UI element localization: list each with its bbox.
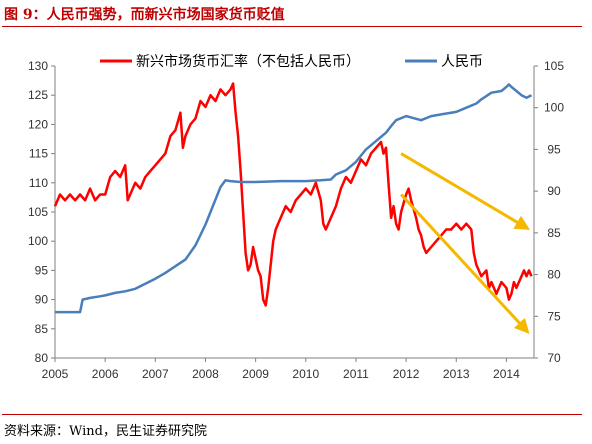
y-left-tick-label: 120: [28, 117, 48, 131]
x-tick-label: 2007: [142, 367, 169, 381]
series-line-emerging-fx: [53, 82, 533, 307]
x-tick-label: 2012: [393, 367, 420, 381]
y-left-tick-label: 130: [28, 59, 48, 73]
y-left-tick-label: 115: [29, 147, 48, 161]
y-left-tick-label: 105: [28, 205, 48, 219]
figure-title: 图 9：人民币强势，而新兴市场国家货币贬值: [4, 7, 285, 23]
source-rule: [2, 414, 582, 415]
x-tick-label: 2013: [443, 367, 470, 381]
y-left-tick-label: 90: [35, 293, 49, 307]
x-tick-label: 2014: [493, 367, 520, 381]
y-right-tick-label: 105: [544, 59, 564, 73]
y-right-tick-label: 70: [547, 351, 561, 365]
y-left-tick-label: 100: [28, 234, 48, 248]
y-left-tick-label: 110: [29, 176, 48, 190]
x-tick-label: 2008: [192, 367, 219, 381]
x-tick-label: 2005: [42, 367, 69, 381]
series-layer: [53, 82, 533, 314]
title-rule: [2, 26, 582, 27]
chart-axes: 80 85 90 95 100 105 110 115 120 125 130 70 75 80 85 90 9…: [28, 59, 564, 381]
y-right-tick-label: 85: [547, 226, 561, 240]
y-left-tick-label: 80: [35, 351, 49, 365]
y-left-tick-label: 125: [28, 88, 48, 102]
x-tick-label: 2009: [242, 367, 269, 381]
y-right-tick-label: 80: [547, 268, 561, 282]
legend: 新兴市场货币汇率（不包括人民币） 人民币: [100, 53, 483, 70]
series-line-rmb: [55, 83, 533, 314]
x-tick-label: 2011: [343, 367, 369, 381]
x-tick-label: 2006: [92, 367, 119, 381]
x-tick-label: 2010: [292, 367, 319, 381]
legend-label-rmb: 人民币: [441, 54, 483, 70]
y-left-tick-label: 85: [35, 322, 49, 336]
legend-label-emerging-fx: 新兴市场货币汇率（不包括人民币）: [136, 53, 360, 70]
up-trend-arrow: [400, 152, 531, 230]
annotation-layer: [399, 152, 531, 334]
y-right-tick-label: 90: [547, 184, 561, 198]
y-right-tick-label: 100: [544, 101, 564, 115]
y-left-tick-label: 95: [35, 263, 49, 277]
down-trend-arrow: [399, 193, 530, 334]
y-right-tick-label: 75: [547, 309, 561, 323]
y-right-tick-label: 95: [547, 142, 561, 156]
source-note: 资料来源：Wind，民生证券研究院: [4, 424, 207, 439]
